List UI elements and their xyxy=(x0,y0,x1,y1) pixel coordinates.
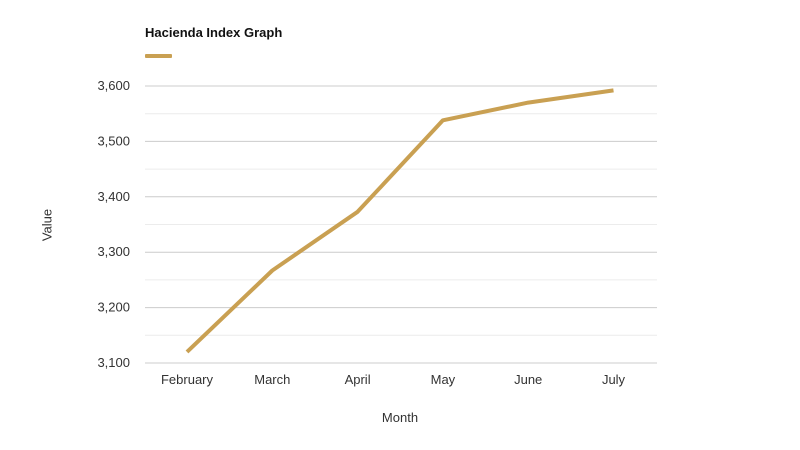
y-tick-label: 3,300 xyxy=(97,244,130,259)
x-tick-label: February xyxy=(161,372,214,387)
series-line xyxy=(185,88,614,354)
legend-label: Hacienda Index Graph xyxy=(145,25,283,40)
y-tick-label: 3,500 xyxy=(97,133,130,148)
x-axis-label: Month xyxy=(381,410,419,425)
x-tick-label: June xyxy=(514,372,542,387)
x-tick-label: March xyxy=(254,372,290,387)
legend-swatch xyxy=(145,54,172,58)
y-tick-label: 3,100 xyxy=(97,355,130,370)
x-tick-label: May xyxy=(431,372,456,387)
y-tick-label: 3,200 xyxy=(97,300,130,315)
y-tick-label: 3,600 xyxy=(97,78,130,93)
x-tick-label: April xyxy=(345,372,371,387)
y-tick-label: 3,400 xyxy=(97,189,130,204)
x-tick-label: July xyxy=(602,372,626,387)
